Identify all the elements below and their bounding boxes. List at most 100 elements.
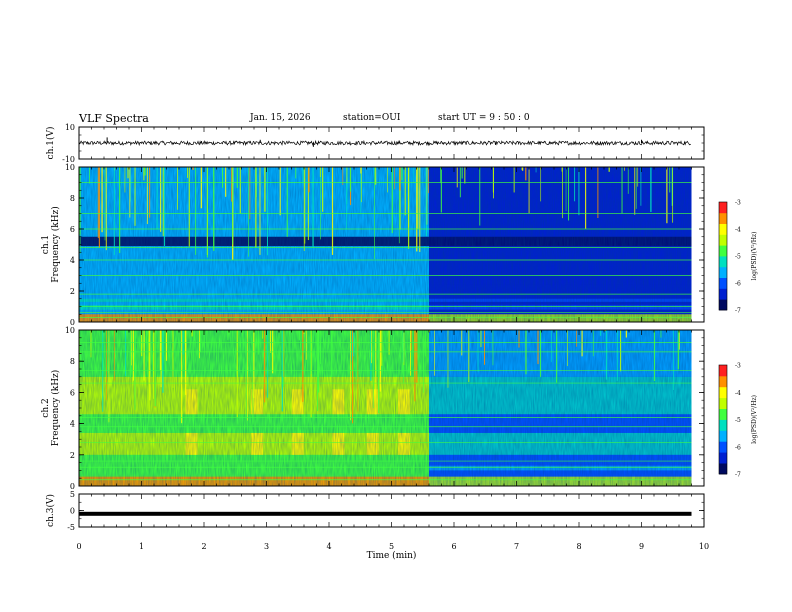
colorbar-swatch [719, 390, 727, 393]
colorbar-swatch [719, 459, 727, 462]
x-tick-label: 6 [451, 542, 456, 551]
y-axis-label-line: ch.2 [41, 398, 51, 417]
y-tick-label: 4 [70, 256, 75, 265]
colorbar-swatch [719, 286, 727, 289]
colorbar-swatch [719, 457, 727, 460]
y-tick-label: 0 [70, 482, 75, 491]
colorbar-swatch [719, 374, 727, 377]
colorbar-swatch [719, 455, 727, 459]
colorbar-swatch [719, 239, 727, 242]
colorbar-swatch [719, 375, 727, 379]
colorbar-swatch [719, 410, 727, 413]
y-tick-label: 4 [70, 420, 75, 429]
colorbar-swatch [719, 257, 727, 260]
colorbar-swatch [719, 254, 727, 257]
colorbar-swatch [719, 377, 727, 380]
y-axis-label-line: Frequency (kHz) [50, 370, 61, 447]
colorbar-swatch [719, 401, 727, 404]
colorbar: -3 -4 -5 -6 -7 log(PSD)(V²/Hz) [718, 363, 758, 479]
colorbar-tick-label: -4 [735, 390, 741, 397]
y-tick-label: 10 [65, 123, 75, 132]
colorbar-swatch [719, 463, 727, 466]
panel-ch1-waveform: 10 -10 ch.1(V) [45, 123, 705, 164]
x-axis-label: Time (min) [367, 550, 417, 561]
colorbar: -3 -4 -5 -6 -7 log(PSD)(V²/Hz) [718, 200, 758, 315]
y-tick-label: 8 [70, 357, 75, 366]
colorbar-swatch [719, 270, 727, 273]
colorbar-label: log(PSD)(V²/Hz) [751, 395, 758, 444]
colorbar-swatch [719, 388, 727, 391]
colorbar-swatch [719, 230, 727, 233]
y-tick-label: 10 [65, 326, 75, 335]
y-tick-label: 8 [70, 194, 75, 203]
y-axis-label: ch.2Frequency (kHz) [41, 370, 61, 447]
colorbar-swatch [719, 306, 727, 309]
colorbar-swatch [719, 243, 727, 246]
y-axis-label-line: ch.1(V) [45, 127, 56, 160]
x-tick-label: 0 [76, 542, 81, 551]
x-tick-label: 5 [389, 542, 394, 551]
x-tick-label: 8 [576, 542, 581, 551]
colorbar-swatch [719, 384, 727, 388]
colorbar-swatch [719, 448, 727, 451]
x-tick-label: 7 [514, 542, 519, 551]
x-tick-label: 10 [699, 542, 709, 551]
x-tick-label: 3 [264, 542, 269, 551]
y-axis-label: ch.3(V) [45, 494, 56, 527]
y-axis-label-line: Frequency (kHz) [50, 206, 61, 283]
colorbar-frame [718, 364, 728, 475]
colorbar-swatch [719, 268, 727, 271]
colorbar-tick-label: -4 [735, 227, 741, 234]
colorbar-swatch [719, 205, 727, 208]
colorbar-swatch [719, 304, 727, 307]
colorbar-tick-label: -7 [735, 472, 741, 479]
y-tick-label: 0 [70, 318, 75, 327]
colorbar-swatch [719, 292, 727, 295]
colorbar-swatch [719, 202, 727, 205]
colorbar-swatch [719, 263, 727, 266]
colorbar-swatch [719, 259, 727, 262]
colorbar-swatch [719, 245, 727, 248]
colorbar-swatch [719, 437, 727, 440]
colorbar-swatch [719, 209, 727, 212]
colorbar-label: log(PSD)(V²/Hz) [751, 232, 758, 281]
colorbar-swatch [719, 434, 727, 437]
colorbar-swatch [719, 421, 727, 424]
colorbar-swatch [719, 432, 727, 435]
panel-ch1-spectrogram: -3 -4 -5 -6 -7 log(PSD)(V²/Hz) 0 2 4 6 8 10 ch.1Freq… [41, 163, 758, 327]
colorbar-swatch [719, 293, 727, 296]
y-tick-label: 6 [70, 388, 75, 397]
station-label: station=OUI [343, 113, 401, 123]
colorbar-swatch [719, 412, 727, 415]
colorbar-swatch [719, 408, 727, 411]
colorbar-swatch [719, 406, 727, 409]
colorbar-tick-label: -3 [735, 363, 741, 370]
colorbar-swatch [719, 265, 727, 268]
colorbar-tick-label: -5 [735, 417, 741, 424]
colorbar-swatch [719, 446, 727, 449]
colorbar-swatch [719, 439, 727, 442]
x-tick-label: 2 [201, 542, 206, 551]
colorbar-swatch [719, 379, 727, 382]
y-tick-label: 2 [70, 451, 75, 460]
y-tick-label: 5 [70, 490, 75, 499]
colorbar-swatch [719, 394, 727, 397]
colorbar-swatch [719, 232, 727, 235]
colorbar-swatch [719, 203, 727, 206]
colorbar-swatch [719, 444, 727, 448]
colorbar-swatch [719, 461, 727, 464]
y-tick-label: 10 [65, 163, 75, 172]
colorbar-swatch [719, 428, 727, 431]
spectrogram-grain [79, 330, 692, 486]
colorbar-swatch [719, 417, 727, 420]
colorbar-swatch [719, 452, 727, 455]
spectrogram-image [79, 330, 692, 486]
colorbar-frame [718, 201, 728, 311]
colorbar-swatch [719, 261, 727, 264]
x-tick-label: 1 [139, 542, 144, 551]
colorbar-swatch [719, 266, 727, 269]
start-time-label: start UT = 9 : 50 : 0 [438, 113, 530, 123]
colorbar-swatch [719, 419, 727, 422]
colorbar-tick-label: -5 [735, 254, 741, 261]
